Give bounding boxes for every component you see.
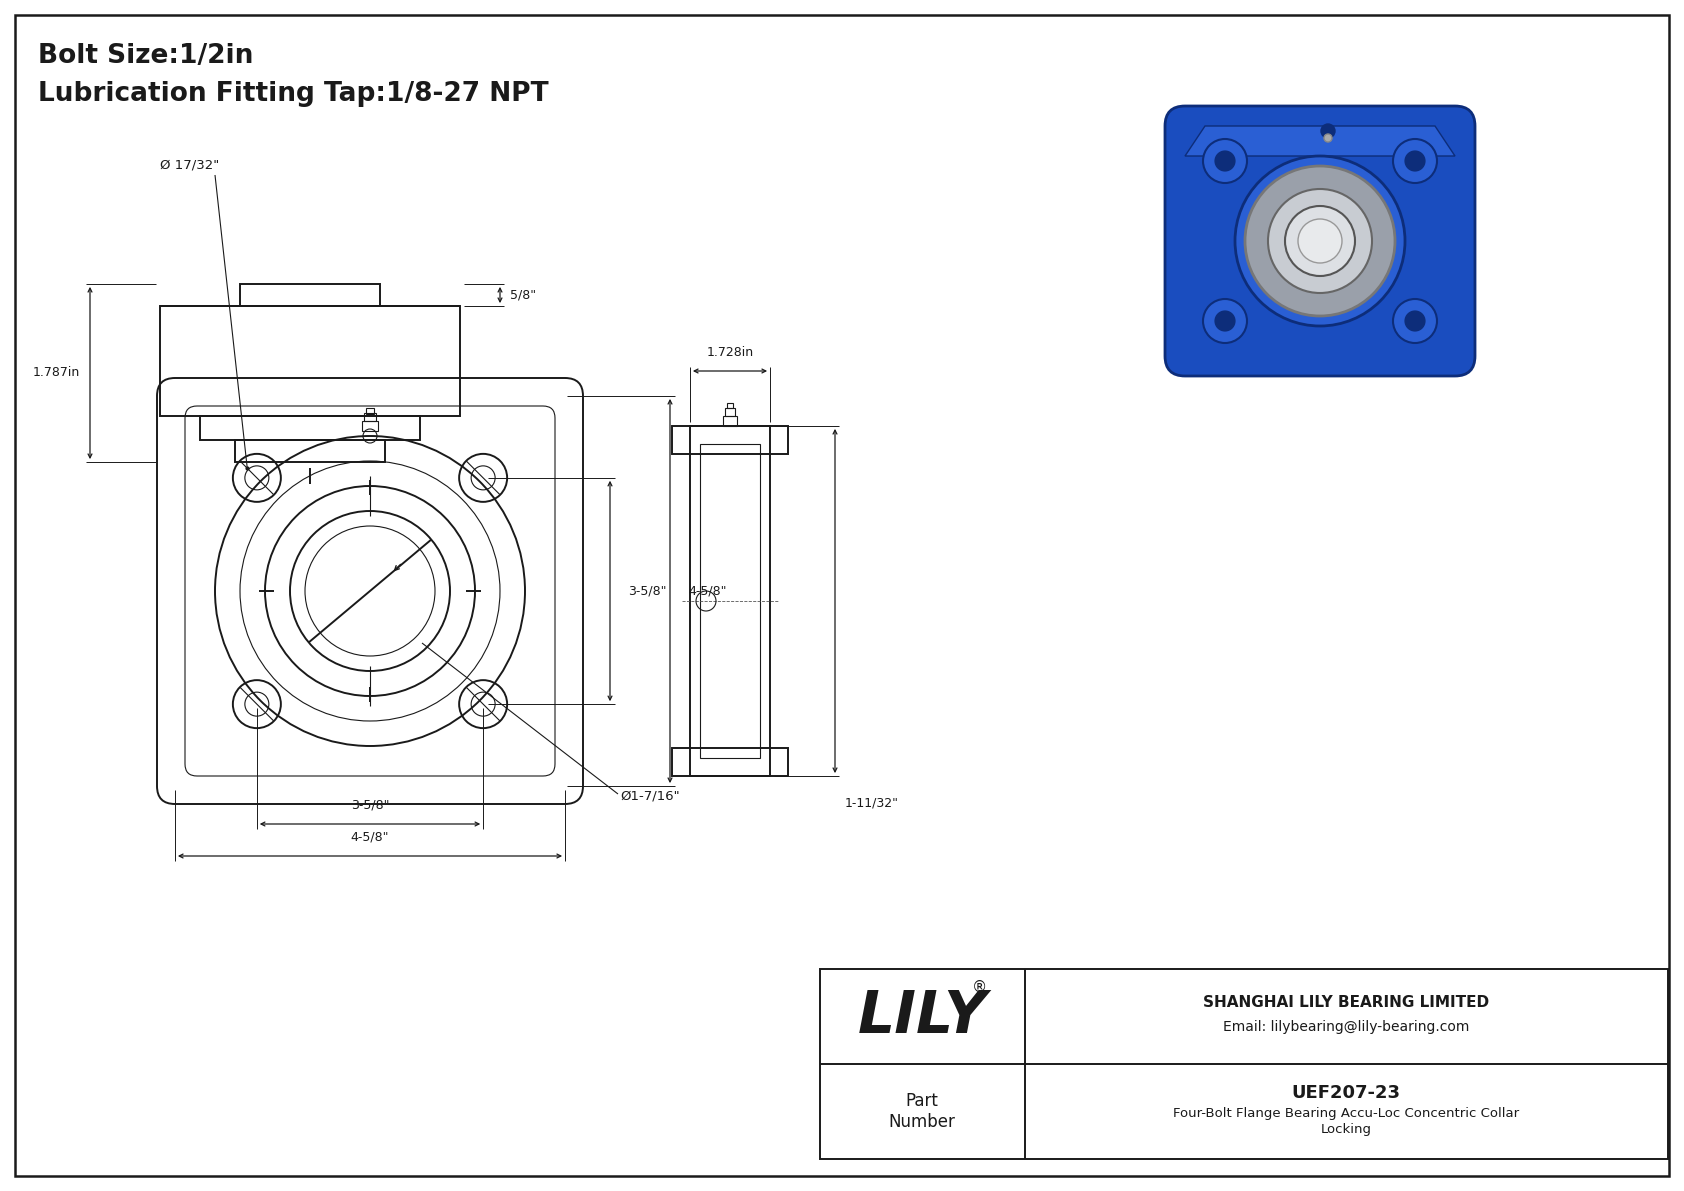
Bar (236, 439, 386, 462)
Circle shape (1202, 139, 1246, 183)
Bar (672, 748, 788, 777)
Bar (200, 416, 419, 439)
Bar (726, 409, 734, 416)
Text: Ø1-7/16": Ø1-7/16" (620, 790, 680, 803)
Circle shape (1324, 135, 1332, 142)
Circle shape (1285, 206, 1356, 276)
Circle shape (1244, 166, 1394, 316)
Circle shape (1404, 151, 1425, 170)
Text: 3-5/8": 3-5/8" (350, 799, 389, 812)
Text: ®: ® (972, 979, 987, 994)
Text: Locking: Locking (1320, 1123, 1371, 1136)
Text: 1-11/32": 1-11/32" (845, 796, 899, 809)
Text: 4-5/8": 4-5/8" (350, 831, 389, 844)
Bar (160, 306, 460, 416)
Text: Ø 17/32": Ø 17/32" (160, 158, 219, 172)
Bar (820, 969, 1667, 1159)
Circle shape (1393, 139, 1436, 183)
Circle shape (1216, 151, 1234, 170)
Text: Bolt Size:1/2in: Bolt Size:1/2in (39, 43, 253, 69)
Circle shape (1298, 219, 1342, 263)
Bar (672, 426, 788, 454)
Bar (690, 426, 770, 777)
Circle shape (1234, 156, 1404, 326)
Bar (364, 413, 376, 420)
Text: Four-Bolt Flange Bearing Accu-Loc Concentric Collar: Four-Bolt Flange Bearing Accu-Loc Concen… (1174, 1106, 1519, 1120)
Text: 1.728in: 1.728in (706, 347, 753, 358)
Text: Email: lilybearing@lily-bearing.com: Email: lilybearing@lily-bearing.com (1223, 1019, 1468, 1034)
Text: Lubrication Fitting Tap:1/8-27 NPT: Lubrication Fitting Tap:1/8-27 NPT (39, 81, 549, 107)
Text: LILY: LILY (857, 989, 987, 1045)
Bar (362, 420, 377, 431)
Text: 1.787in: 1.787in (32, 367, 81, 380)
Bar (722, 416, 738, 426)
Circle shape (1216, 311, 1234, 331)
FancyBboxPatch shape (1165, 106, 1475, 376)
Bar (727, 403, 733, 409)
Circle shape (1202, 299, 1246, 343)
Text: UEF207-23: UEF207-23 (1292, 1085, 1401, 1103)
Bar (241, 283, 381, 306)
Circle shape (1393, 299, 1436, 343)
Circle shape (1268, 189, 1372, 293)
Text: 5/8": 5/8" (510, 288, 536, 301)
Text: 4-5/8": 4-5/8" (689, 585, 726, 598)
Polygon shape (1186, 126, 1455, 156)
Circle shape (1320, 124, 1335, 138)
Text: 3-5/8": 3-5/8" (628, 585, 667, 598)
Circle shape (1404, 311, 1425, 331)
Bar (701, 444, 759, 757)
Bar (365, 409, 374, 414)
Text: Part
Number: Part Number (889, 1092, 955, 1131)
Text: SHANGHAI LILY BEARING LIMITED: SHANGHAI LILY BEARING LIMITED (1202, 994, 1489, 1010)
